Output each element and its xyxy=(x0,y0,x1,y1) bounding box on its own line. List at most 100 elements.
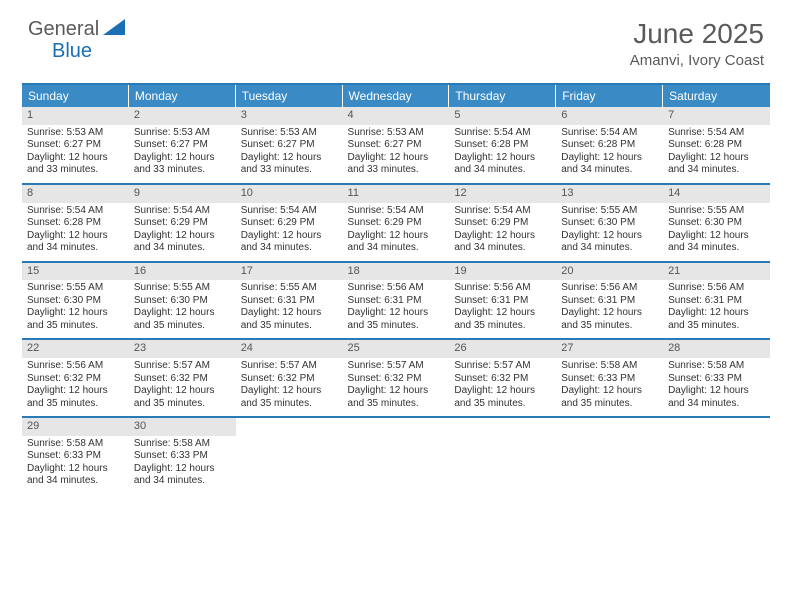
daylight-line: Daylight: 12 hours and 33 minutes. xyxy=(348,152,445,177)
daylight-line: Daylight: 12 hours and 34 minutes. xyxy=(668,152,765,177)
logo: General Blue xyxy=(28,18,125,41)
sunset-line: Sunset: 6:33 PM xyxy=(668,373,765,386)
day-number: 27 xyxy=(556,340,663,358)
day-cell: 29Sunrise: 5:58 AMSunset: 6:33 PMDayligh… xyxy=(22,418,129,494)
daylight-line: Daylight: 12 hours and 35 minutes. xyxy=(134,385,231,410)
daylight-line: Daylight: 12 hours and 35 minutes. xyxy=(561,307,658,332)
day-cell: .. xyxy=(343,418,450,494)
day-number: 9 xyxy=(129,185,236,203)
day-body: Sunrise: 5:57 AMSunset: 6:32 PMDaylight:… xyxy=(343,358,450,416)
sunrise-line: Sunrise: 5:56 AM xyxy=(348,282,445,295)
logo-triangle-icon xyxy=(103,19,125,40)
sunrise-line: Sunrise: 5:54 AM xyxy=(241,205,338,218)
sunrise-line: Sunrise: 5:53 AM xyxy=(348,127,445,140)
day-number: 20 xyxy=(556,263,663,281)
day-number: 23 xyxy=(129,340,236,358)
day-body: Sunrise: 5:57 AMSunset: 6:32 PMDaylight:… xyxy=(129,358,236,416)
day-number: 4 xyxy=(343,107,450,125)
day-cell: 19Sunrise: 5:56 AMSunset: 6:31 PMDayligh… xyxy=(449,263,556,339)
daylight-line: Daylight: 12 hours and 34 minutes. xyxy=(348,230,445,255)
daylight-line: Daylight: 12 hours and 34 minutes. xyxy=(454,152,551,177)
dayhead-wednesday: Wednesday xyxy=(343,85,450,107)
sunrise-line: Sunrise: 5:55 AM xyxy=(561,205,658,218)
sunset-line: Sunset: 6:32 PM xyxy=(134,373,231,386)
daylight-line: Daylight: 12 hours and 34 minutes. xyxy=(454,230,551,255)
daylight-line: Daylight: 12 hours and 33 minutes. xyxy=(134,152,231,177)
daylight-line: Daylight: 12 hours and 34 minutes. xyxy=(241,230,338,255)
sunrise-line: Sunrise: 5:58 AM xyxy=(134,438,231,451)
sunrise-line: Sunrise: 5:54 AM xyxy=(348,205,445,218)
sunset-line: Sunset: 6:29 PM xyxy=(348,217,445,230)
sunrise-line: Sunrise: 5:57 AM xyxy=(134,360,231,373)
daylight-line: Daylight: 12 hours and 34 minutes. xyxy=(668,385,765,410)
day-number: 15 xyxy=(22,263,129,281)
week-row: 1Sunrise: 5:53 AMSunset: 6:27 PMDaylight… xyxy=(22,107,770,185)
sunset-line: Sunset: 6:27 PM xyxy=(241,139,338,152)
logo-text-blue: Blue xyxy=(52,40,92,62)
daylight-line: Daylight: 12 hours and 34 minutes. xyxy=(561,152,658,177)
week-row: 8Sunrise: 5:54 AMSunset: 6:28 PMDaylight… xyxy=(22,185,770,263)
sunrise-line: Sunrise: 5:58 AM xyxy=(561,360,658,373)
daylight-line: Daylight: 12 hours and 34 minutes. xyxy=(134,463,231,488)
daylight-line: Daylight: 12 hours and 35 minutes. xyxy=(348,385,445,410)
sunset-line: Sunset: 6:33 PM xyxy=(27,450,124,463)
day-body: Sunrise: 5:58 AMSunset: 6:33 PMDaylight:… xyxy=(22,436,129,494)
day-number: 24 xyxy=(236,340,343,358)
daylight-line: Daylight: 12 hours and 35 minutes. xyxy=(561,385,658,410)
sunset-line: Sunset: 6:29 PM xyxy=(454,217,551,230)
day-cell: .. xyxy=(556,418,663,494)
day-body: Sunrise: 5:54 AMSunset: 6:29 PMDaylight:… xyxy=(343,203,450,261)
day-cell: 14Sunrise: 5:55 AMSunset: 6:30 PMDayligh… xyxy=(663,185,770,261)
day-cell: .. xyxy=(236,418,343,494)
day-cell: 5Sunrise: 5:54 AMSunset: 6:28 PMDaylight… xyxy=(449,107,556,183)
daylight-line: Daylight: 12 hours and 34 minutes. xyxy=(27,463,124,488)
day-body: Sunrise: 5:54 AMSunset: 6:29 PMDaylight:… xyxy=(236,203,343,261)
sunrise-line: Sunrise: 5:56 AM xyxy=(27,360,124,373)
day-body: Sunrise: 5:56 AMSunset: 6:31 PMDaylight:… xyxy=(449,280,556,338)
sunrise-line: Sunrise: 5:53 AM xyxy=(241,127,338,140)
sunset-line: Sunset: 6:33 PM xyxy=(561,373,658,386)
sunrise-line: Sunrise: 5:54 AM xyxy=(668,127,765,140)
day-number: 29 xyxy=(22,418,129,436)
day-number: 10 xyxy=(236,185,343,203)
daylight-line: Daylight: 12 hours and 34 minutes. xyxy=(668,230,765,255)
sunrise-line: Sunrise: 5:58 AM xyxy=(668,360,765,373)
sunset-line: Sunset: 6:27 PM xyxy=(27,139,124,152)
day-number: 19 xyxy=(449,263,556,281)
sunrise-line: Sunrise: 5:57 AM xyxy=(454,360,551,373)
day-cell: 3Sunrise: 5:53 AMSunset: 6:27 PMDaylight… xyxy=(236,107,343,183)
sunset-line: Sunset: 6:29 PM xyxy=(134,217,231,230)
day-number: 5 xyxy=(449,107,556,125)
sunset-line: Sunset: 6:31 PM xyxy=(668,295,765,308)
day-number: 28 xyxy=(663,340,770,358)
day-body: Sunrise: 5:58 AMSunset: 6:33 PMDaylight:… xyxy=(663,358,770,416)
sunset-line: Sunset: 6:31 PM xyxy=(454,295,551,308)
day-cell: 22Sunrise: 5:56 AMSunset: 6:32 PMDayligh… xyxy=(22,340,129,416)
day-body: Sunrise: 5:53 AMSunset: 6:27 PMDaylight:… xyxy=(22,125,129,183)
daylight-line: Daylight: 12 hours and 35 minutes. xyxy=(27,385,124,410)
day-cell: 28Sunrise: 5:58 AMSunset: 6:33 PMDayligh… xyxy=(663,340,770,416)
day-number: 14 xyxy=(663,185,770,203)
sunrise-line: Sunrise: 5:55 AM xyxy=(134,282,231,295)
sunset-line: Sunset: 6:29 PM xyxy=(241,217,338,230)
logo-text-general: General xyxy=(28,18,99,41)
day-body: Sunrise: 5:54 AMSunset: 6:29 PMDaylight:… xyxy=(449,203,556,261)
day-number: 21 xyxy=(663,263,770,281)
day-body: Sunrise: 5:56 AMSunset: 6:32 PMDaylight:… xyxy=(22,358,129,416)
day-body: Sunrise: 5:54 AMSunset: 6:28 PMDaylight:… xyxy=(449,125,556,183)
day-body: Sunrise: 5:56 AMSunset: 6:31 PMDaylight:… xyxy=(556,280,663,338)
day-body: Sunrise: 5:55 AMSunset: 6:30 PMDaylight:… xyxy=(22,280,129,338)
sunset-line: Sunset: 6:28 PM xyxy=(668,139,765,152)
sunrise-line: Sunrise: 5:58 AM xyxy=(27,438,124,451)
daylight-line: Daylight: 12 hours and 35 minutes. xyxy=(241,385,338,410)
daylight-line: Daylight: 12 hours and 35 minutes. xyxy=(134,307,231,332)
day-cell: .. xyxy=(663,418,770,494)
sunset-line: Sunset: 6:32 PM xyxy=(348,373,445,386)
daylight-line: Daylight: 12 hours and 34 minutes. xyxy=(561,230,658,255)
day-body: Sunrise: 5:54 AMSunset: 6:28 PMDaylight:… xyxy=(556,125,663,183)
day-cell: 20Sunrise: 5:56 AMSunset: 6:31 PMDayligh… xyxy=(556,263,663,339)
dayhead-tuesday: Tuesday xyxy=(236,85,343,107)
sunrise-line: Sunrise: 5:56 AM xyxy=(454,282,551,295)
daylight-line: Daylight: 12 hours and 34 minutes. xyxy=(27,230,124,255)
day-cell: 17Sunrise: 5:55 AMSunset: 6:31 PMDayligh… xyxy=(236,263,343,339)
